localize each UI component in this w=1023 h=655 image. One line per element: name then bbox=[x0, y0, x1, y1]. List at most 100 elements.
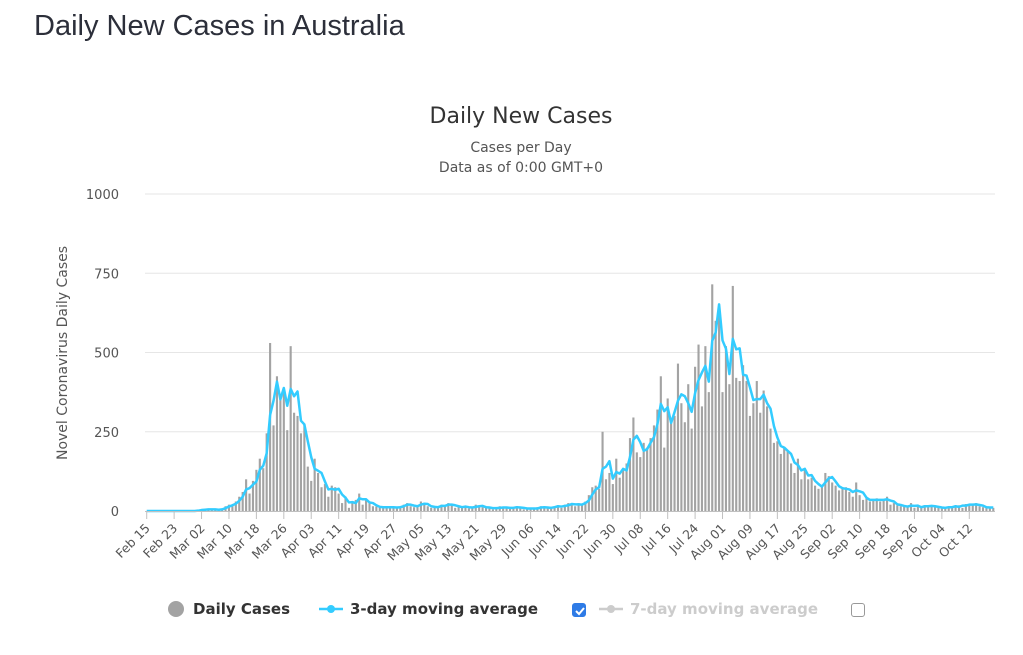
bar[interactable] bbox=[508, 507, 512, 511]
bar[interactable] bbox=[505, 507, 508, 511]
bar[interactable] bbox=[892, 503, 895, 511]
bar[interactable] bbox=[402, 504, 405, 511]
bar[interactable] bbox=[478, 506, 481, 511]
bar[interactable] bbox=[909, 503, 913, 511]
bar[interactable] bbox=[872, 499, 875, 511]
bar[interactable] bbox=[851, 496, 854, 511]
bar[interactable] bbox=[502, 508, 505, 511]
bar[interactable] bbox=[820, 485, 823, 511]
bar[interactable] bbox=[519, 507, 522, 511]
bar[interactable] bbox=[358, 493, 361, 511]
bar[interactable] bbox=[879, 501, 882, 511]
bar[interactable] bbox=[258, 458, 261, 511]
bar[interactable] bbox=[598, 488, 601, 511]
bar[interactable] bbox=[443, 506, 446, 511]
bar[interactable] bbox=[419, 501, 422, 511]
bar[interactable] bbox=[762, 390, 765, 511]
bar[interactable] bbox=[464, 506, 467, 511]
bar[interactable] bbox=[769, 428, 772, 511]
bar[interactable] bbox=[694, 366, 697, 511]
bar[interactable] bbox=[265, 433, 268, 511]
bar[interactable] bbox=[306, 466, 309, 511]
bar[interactable] bbox=[361, 504, 364, 511]
bar[interactable] bbox=[639, 457, 642, 511]
bar[interactable] bbox=[313, 458, 316, 511]
bar[interactable] bbox=[567, 503, 570, 511]
bar[interactable] bbox=[697, 344, 700, 511]
bar[interactable] bbox=[556, 505, 560, 511]
bar[interactable] bbox=[927, 506, 930, 511]
bar[interactable] bbox=[347, 507, 350, 511]
checkbox-7-day-average[interactable] bbox=[851, 603, 865, 617]
bar[interactable] bbox=[875, 498, 878, 511]
bar[interactable] bbox=[574, 506, 577, 511]
bar[interactable] bbox=[436, 507, 440, 511]
bar[interactable] bbox=[320, 487, 323, 511]
bar[interactable] bbox=[752, 403, 755, 511]
bar[interactable] bbox=[803, 468, 806, 511]
bar[interactable] bbox=[385, 506, 388, 511]
bar[interactable] bbox=[728, 384, 731, 511]
bar[interactable] bbox=[656, 409, 659, 511]
bar[interactable] bbox=[317, 472, 320, 511]
bar[interactable] bbox=[896, 505, 899, 511]
bar[interactable] bbox=[975, 503, 978, 511]
bar[interactable] bbox=[488, 507, 491, 511]
bar[interactable] bbox=[248, 493, 251, 511]
bar[interactable] bbox=[724, 346, 728, 511]
bar[interactable] bbox=[618, 477, 621, 511]
bar[interactable] bbox=[543, 508, 546, 511]
bar[interactable] bbox=[611, 484, 614, 511]
bar[interactable] bbox=[440, 504, 443, 511]
bar[interactable] bbox=[378, 507, 381, 511]
bar[interactable] bbox=[700, 406, 704, 511]
bar[interactable] bbox=[570, 504, 573, 511]
bar[interactable] bbox=[985, 507, 988, 511]
bar[interactable] bbox=[594, 485, 597, 511]
bar[interactable] bbox=[515, 506, 518, 511]
bar[interactable] bbox=[899, 506, 902, 511]
bar[interactable] bbox=[454, 507, 457, 511]
bar[interactable] bbox=[388, 507, 392, 511]
bar[interactable] bbox=[848, 491, 851, 511]
bar[interactable] bbox=[964, 504, 967, 511]
bar[interactable] bbox=[430, 507, 433, 511]
bar[interactable] bbox=[323, 484, 327, 511]
bar[interactable] bbox=[711, 284, 714, 511]
bar[interactable] bbox=[800, 479, 803, 511]
bar[interactable] bbox=[957, 505, 961, 511]
bar[interactable] bbox=[673, 415, 676, 511]
bar[interactable] bbox=[423, 504, 426, 511]
bar[interactable] bbox=[968, 504, 971, 511]
bar[interactable] bbox=[262, 468, 265, 511]
bar[interactable] bbox=[817, 488, 820, 511]
bar[interactable] bbox=[406, 503, 409, 511]
bar[interactable] bbox=[460, 507, 464, 511]
bar[interactable] bbox=[279, 396, 282, 511]
bar[interactable] bbox=[604, 479, 608, 511]
bar[interactable] bbox=[755, 381, 758, 511]
bar[interactable] bbox=[954, 507, 957, 511]
bar[interactable] bbox=[341, 503, 344, 511]
bar[interactable] bbox=[371, 506, 374, 511]
bar[interactable] bbox=[303, 423, 306, 511]
bar[interactable] bbox=[632, 417, 635, 511]
bar[interactable] bbox=[721, 392, 724, 511]
bar[interactable] bbox=[334, 487, 337, 511]
bar[interactable] bbox=[666, 398, 669, 511]
bar[interactable] bbox=[981, 507, 985, 511]
bar[interactable] bbox=[625, 463, 628, 511]
bar[interactable] bbox=[584, 501, 587, 511]
bar[interactable] bbox=[676, 363, 680, 511]
bar[interactable] bbox=[951, 506, 954, 511]
bar[interactable] bbox=[457, 506, 460, 511]
bar[interactable] bbox=[491, 509, 494, 511]
bar[interactable] bbox=[759, 412, 762, 511]
bar[interactable] bbox=[861, 499, 865, 511]
bar[interactable] bbox=[680, 403, 683, 511]
bar[interactable] bbox=[916, 506, 919, 511]
bar[interactable] bbox=[793, 472, 796, 511]
bar[interactable] bbox=[560, 507, 563, 511]
bar[interactable] bbox=[344, 496, 347, 511]
bar[interactable] bbox=[841, 488, 844, 511]
